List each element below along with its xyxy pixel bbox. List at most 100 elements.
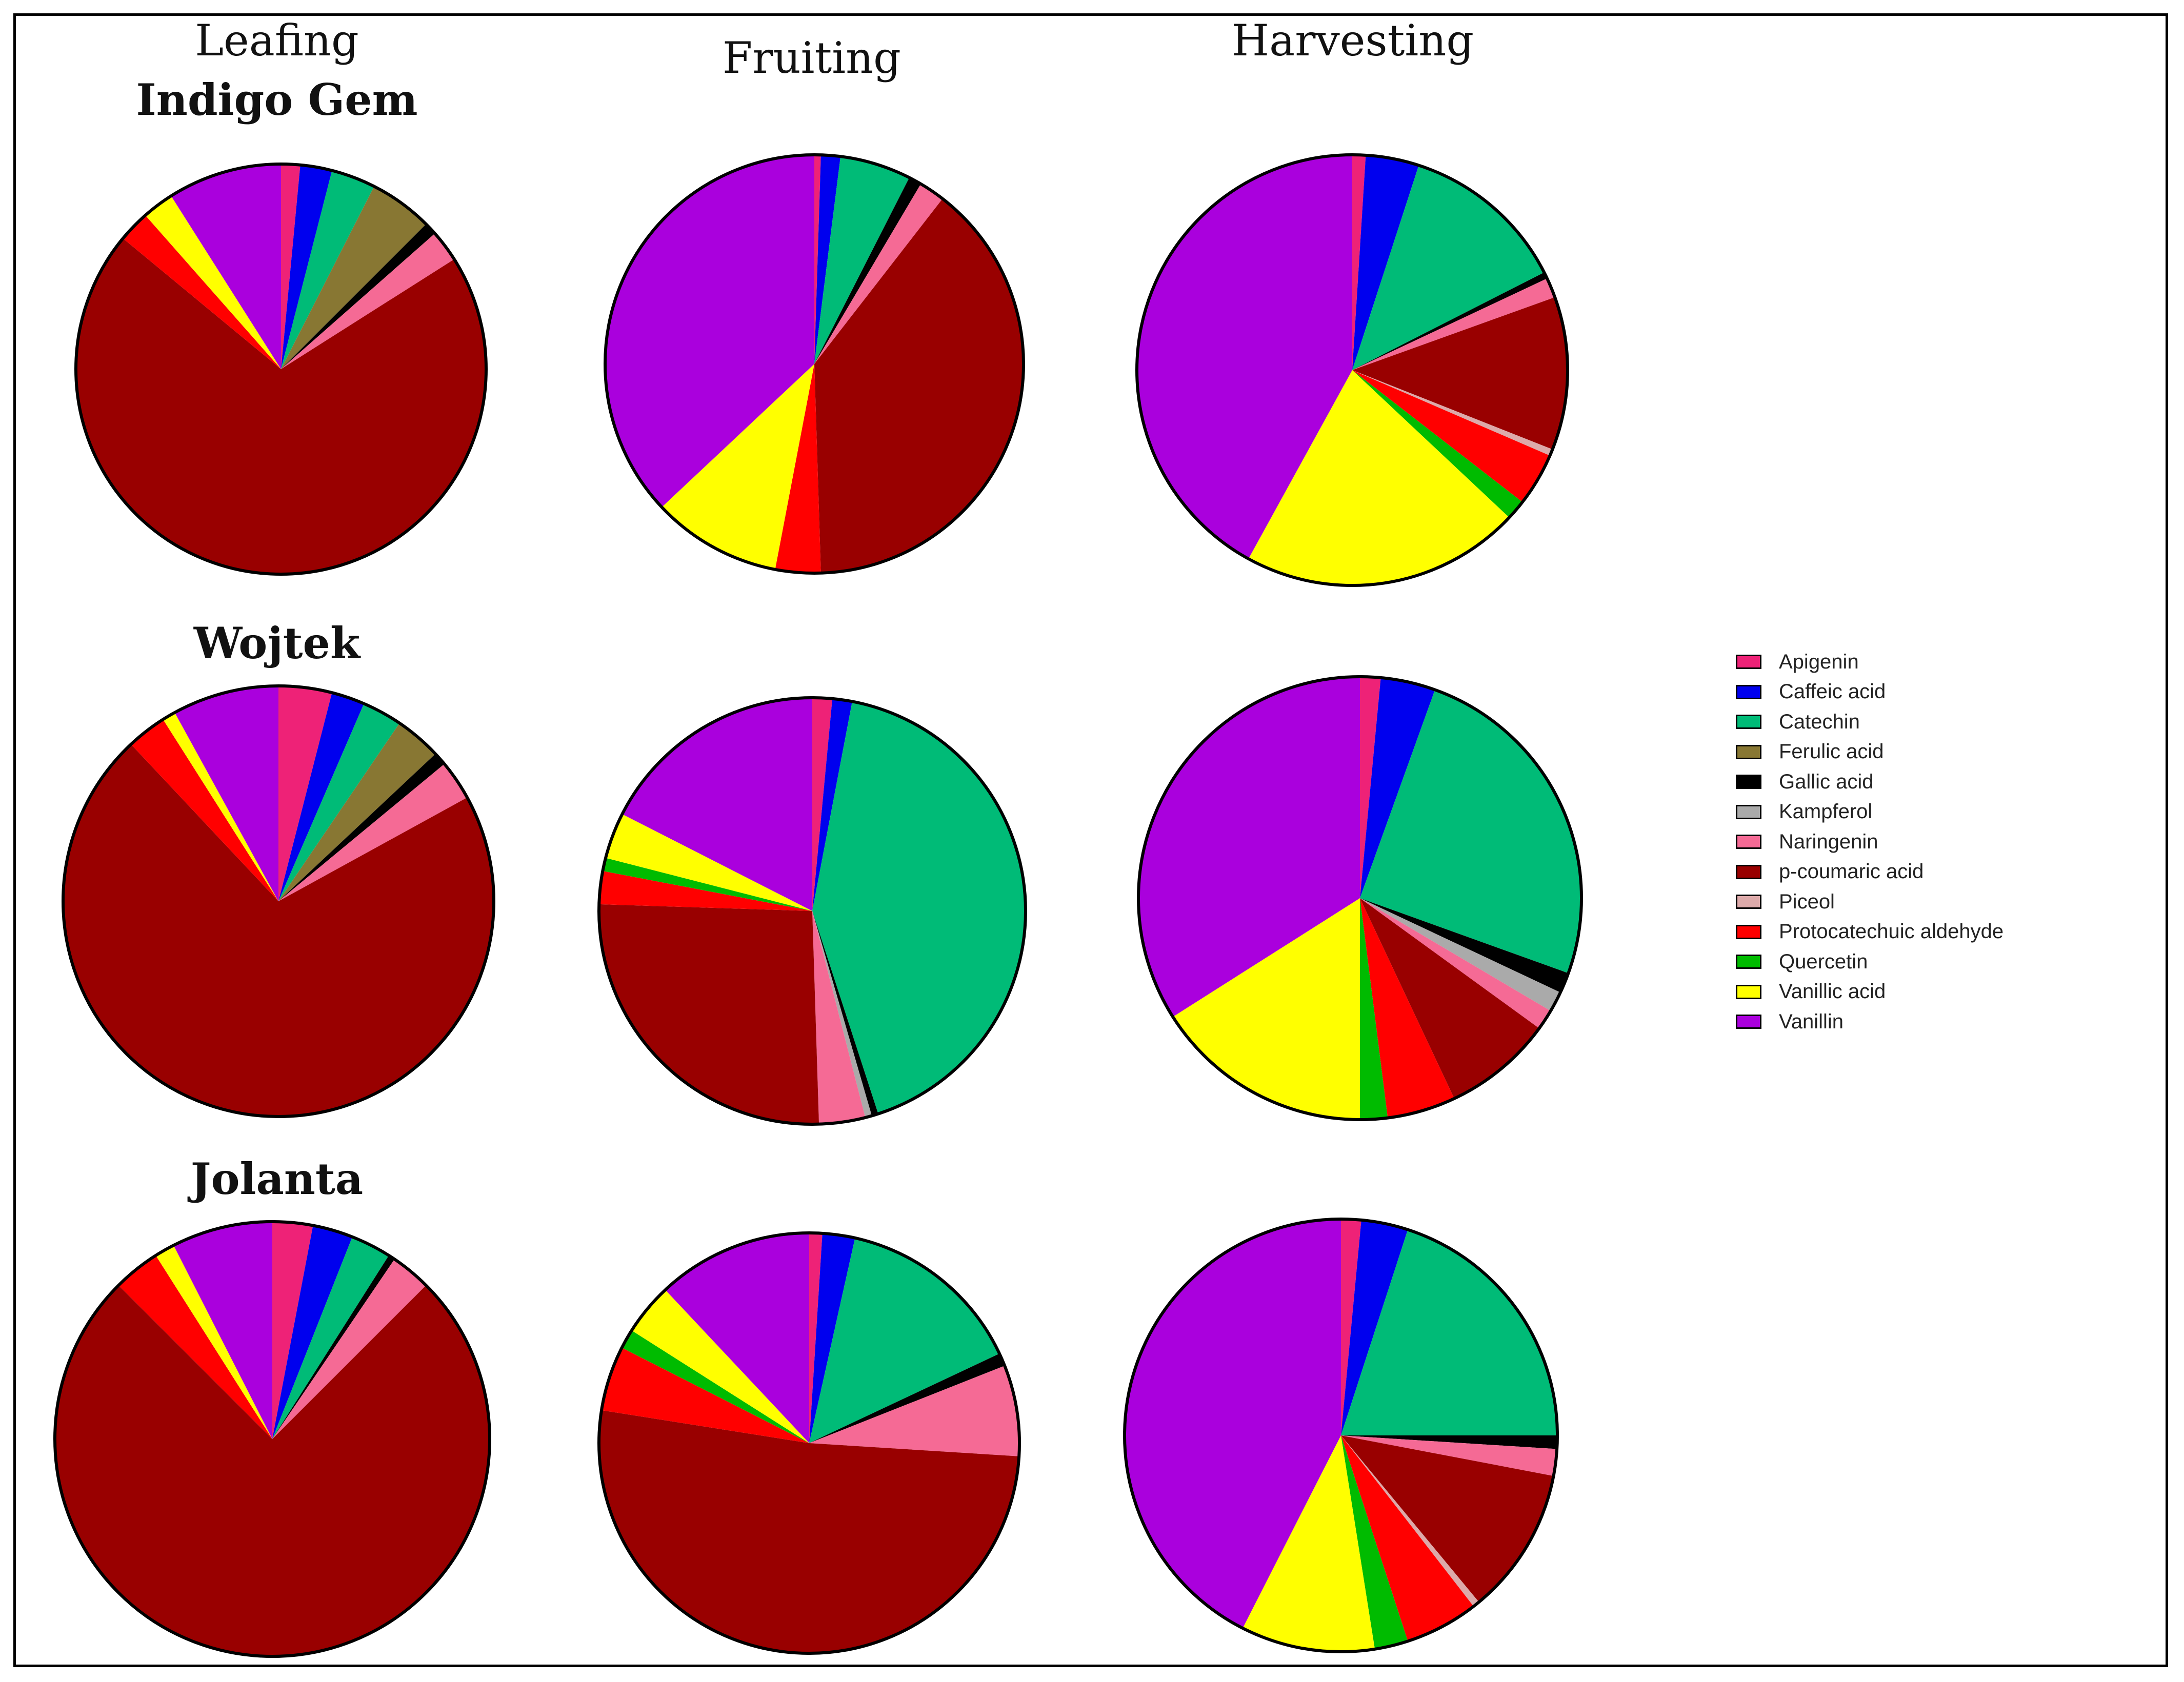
pie-slice-p-coumaric-acid [54,1285,490,1657]
pie-slice-gallic-acid [1360,898,1569,992]
pie-slice-naringenin [272,1259,426,1439]
pie-slice-naringenin [1352,278,1555,370]
pie-slice-apigenin [812,698,833,911]
legend-swatch-quercetin [1736,955,1761,969]
pie-slice-gallic-acid [1352,272,1548,370]
pie-outline [597,696,1027,1126]
pie-wojtek-fruiting [597,696,1027,1126]
pie-slice-protocatechuic-aldehyde [775,364,821,574]
legend-item-piceol: Piceol [1736,887,2003,917]
pie-slice-apigenin [809,1233,823,1443]
legend-swatch-vanillic-acid [1736,984,1761,999]
pie-outline [1137,675,1583,1121]
legend-label-protocatechuic-aldehyde: Protocatechuic aldehyde [1779,920,2004,943]
pie-slice-catechin [272,1237,389,1439]
legend-label-p-coumaric-acid: p-coumaric acid [1779,860,1924,883]
pie-slice-caffeic-acid [1360,677,1435,898]
legend-swatch-apigenin [1736,655,1761,670]
pie-slice-gallic-acid [812,911,878,1116]
pie-slice-p-coumaric-acid [63,744,494,1117]
legend-swatch-piceol [1736,895,1761,909]
pie-slice-caffeic-acid [1352,155,1419,370]
pie-slice-protocatechuic-aldehyde [131,719,279,901]
pie-slice-vanillin [1138,676,1360,1017]
legend-label-gallic-acid: Gallic acid [1779,770,1874,793]
pie-slice-piceol [1341,1435,1479,1607]
pie-indigo-gem-harvesting [1135,153,1569,587]
pie-slice-p-coumaric-acid [1341,1435,1554,1603]
pie-slice-naringenin [812,911,866,1124]
cultivar-label-indigo-gem: Indigo Gem [136,74,418,125]
pie-slice-caffeic-acid [812,698,852,911]
legend-item-catechin: Catechin [1736,707,2003,737]
pie-slice-gallic-acid [814,177,921,364]
pie-slice-caffeic-acid [272,1225,353,1439]
legend-swatch-protocatechuic-aldehyde [1736,924,1761,939]
legend-label-catechin: Catechin [1779,710,1860,733]
pie-slice-catechin [1341,1229,1557,1435]
legend-swatch-catechin [1736,715,1761,729]
pie-indigo-gem-leafing [74,163,488,576]
pie-slice-apigenin [1341,1219,1361,1435]
legend-label-caffeic-acid: Caffeic acid [1779,680,1886,703]
pie-slice-vanillic-acid [1173,898,1360,1120]
legend-item-kampferol: Kampferol [1736,797,2003,827]
pie-jolanta-leafing [53,1220,491,1658]
pie-slice-quercetin [1341,1435,1408,1649]
pie-outline [74,163,488,576]
legend-item-ferulic-acid: Ferulic acid [1736,737,2003,767]
figure-frame [13,13,2168,1667]
legend-swatch-caffeic-acid [1736,684,1761,699]
pie-outline [62,684,495,1118]
pie-slice-naringenin [1341,1435,1557,1476]
pie-indigo-gem-fruiting [604,153,1025,575]
pie-slice-p-coumaric-acid [1360,898,1539,1099]
pie-slice-protocatechuic-aldehyde [1341,1435,1474,1642]
stage-label-leafing: Leafing [195,15,359,66]
pie-outline [53,1220,491,1658]
pie-slice-gallic-acid [809,1353,1005,1443]
legend-item-caffeic-acid: Caffeic acid [1736,677,2003,707]
pie-slice-naringenin [814,184,943,364]
pie-jolanta-fruiting [597,1231,1021,1655]
pie-slice-vanillin [173,1222,272,1439]
legend-item-naringenin: Naringenin [1736,827,2003,857]
legend-item-vanillic-acid: Vanillic acid [1736,977,2003,1007]
pie-outline [604,153,1025,575]
pie-slice-naringenin [809,1366,1019,1456]
pie-slice-ferulic-acid [278,723,436,901]
pie-slice-catechin [281,170,374,369]
pie-slice-vanillic-acid [662,364,814,570]
legend-swatch-ferulic-acid [1736,744,1761,759]
pie-outline [1135,153,1569,587]
pie-slice-catechin [814,156,910,364]
legend: Apigenin Caffeic acid Catechin Ferulic a… [1736,647,2003,1037]
pie-slice-apigenin [814,155,821,364]
pie-slice-vanillin [171,164,281,369]
pie-slice-quercetin [622,1330,809,1443]
pie-slice-kampferol [1360,898,1560,1011]
pie-slice-caffeic-acid [281,165,332,369]
pie-slice-p-coumaric-acid [75,238,486,574]
pie-slice-apigenin [278,686,332,901]
cultivar-label-jolanta: Jolanta [190,1153,364,1204]
legend-swatch-kampferol [1736,804,1761,819]
legend-item-protocatechuic-aldehyde: Protocatechuic aldehyde [1736,917,2003,947]
pie-outline [597,1231,1021,1655]
pie-slice-naringenin [1360,898,1551,1028]
pie-slice-protocatechuic-aldehyde [1360,898,1454,1118]
pie-slice-vanillic-acid [155,1245,272,1439]
pie-slice-apigenin [1352,155,1366,370]
pie-slice-quercetin [1352,370,1522,518]
legend-label-vanillic-acid: Vanillic acid [1779,980,1886,1003]
pie-wojtek-leafing [62,684,495,1118]
pie-slice-vanillic-acid [163,712,278,901]
legend-swatch-vanillin [1736,1015,1761,1029]
pie-slice-p-coumaric-acid [599,904,819,1124]
legend-label-ferulic-acid: Ferulic acid [1779,740,1884,763]
pie-slice-apigenin [272,1222,313,1439]
pie-slice-p-coumaric-acid [598,1410,1019,1654]
pie-slice-vanillin [665,1233,809,1443]
